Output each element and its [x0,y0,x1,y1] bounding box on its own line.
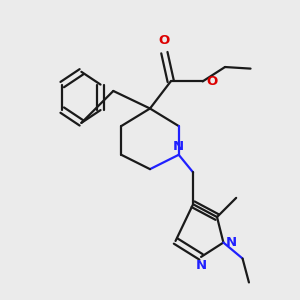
Text: N: N [173,140,184,153]
Text: O: O [159,34,170,47]
Text: N: N [196,260,207,272]
Text: N: N [226,236,237,249]
Text: O: O [206,75,218,88]
